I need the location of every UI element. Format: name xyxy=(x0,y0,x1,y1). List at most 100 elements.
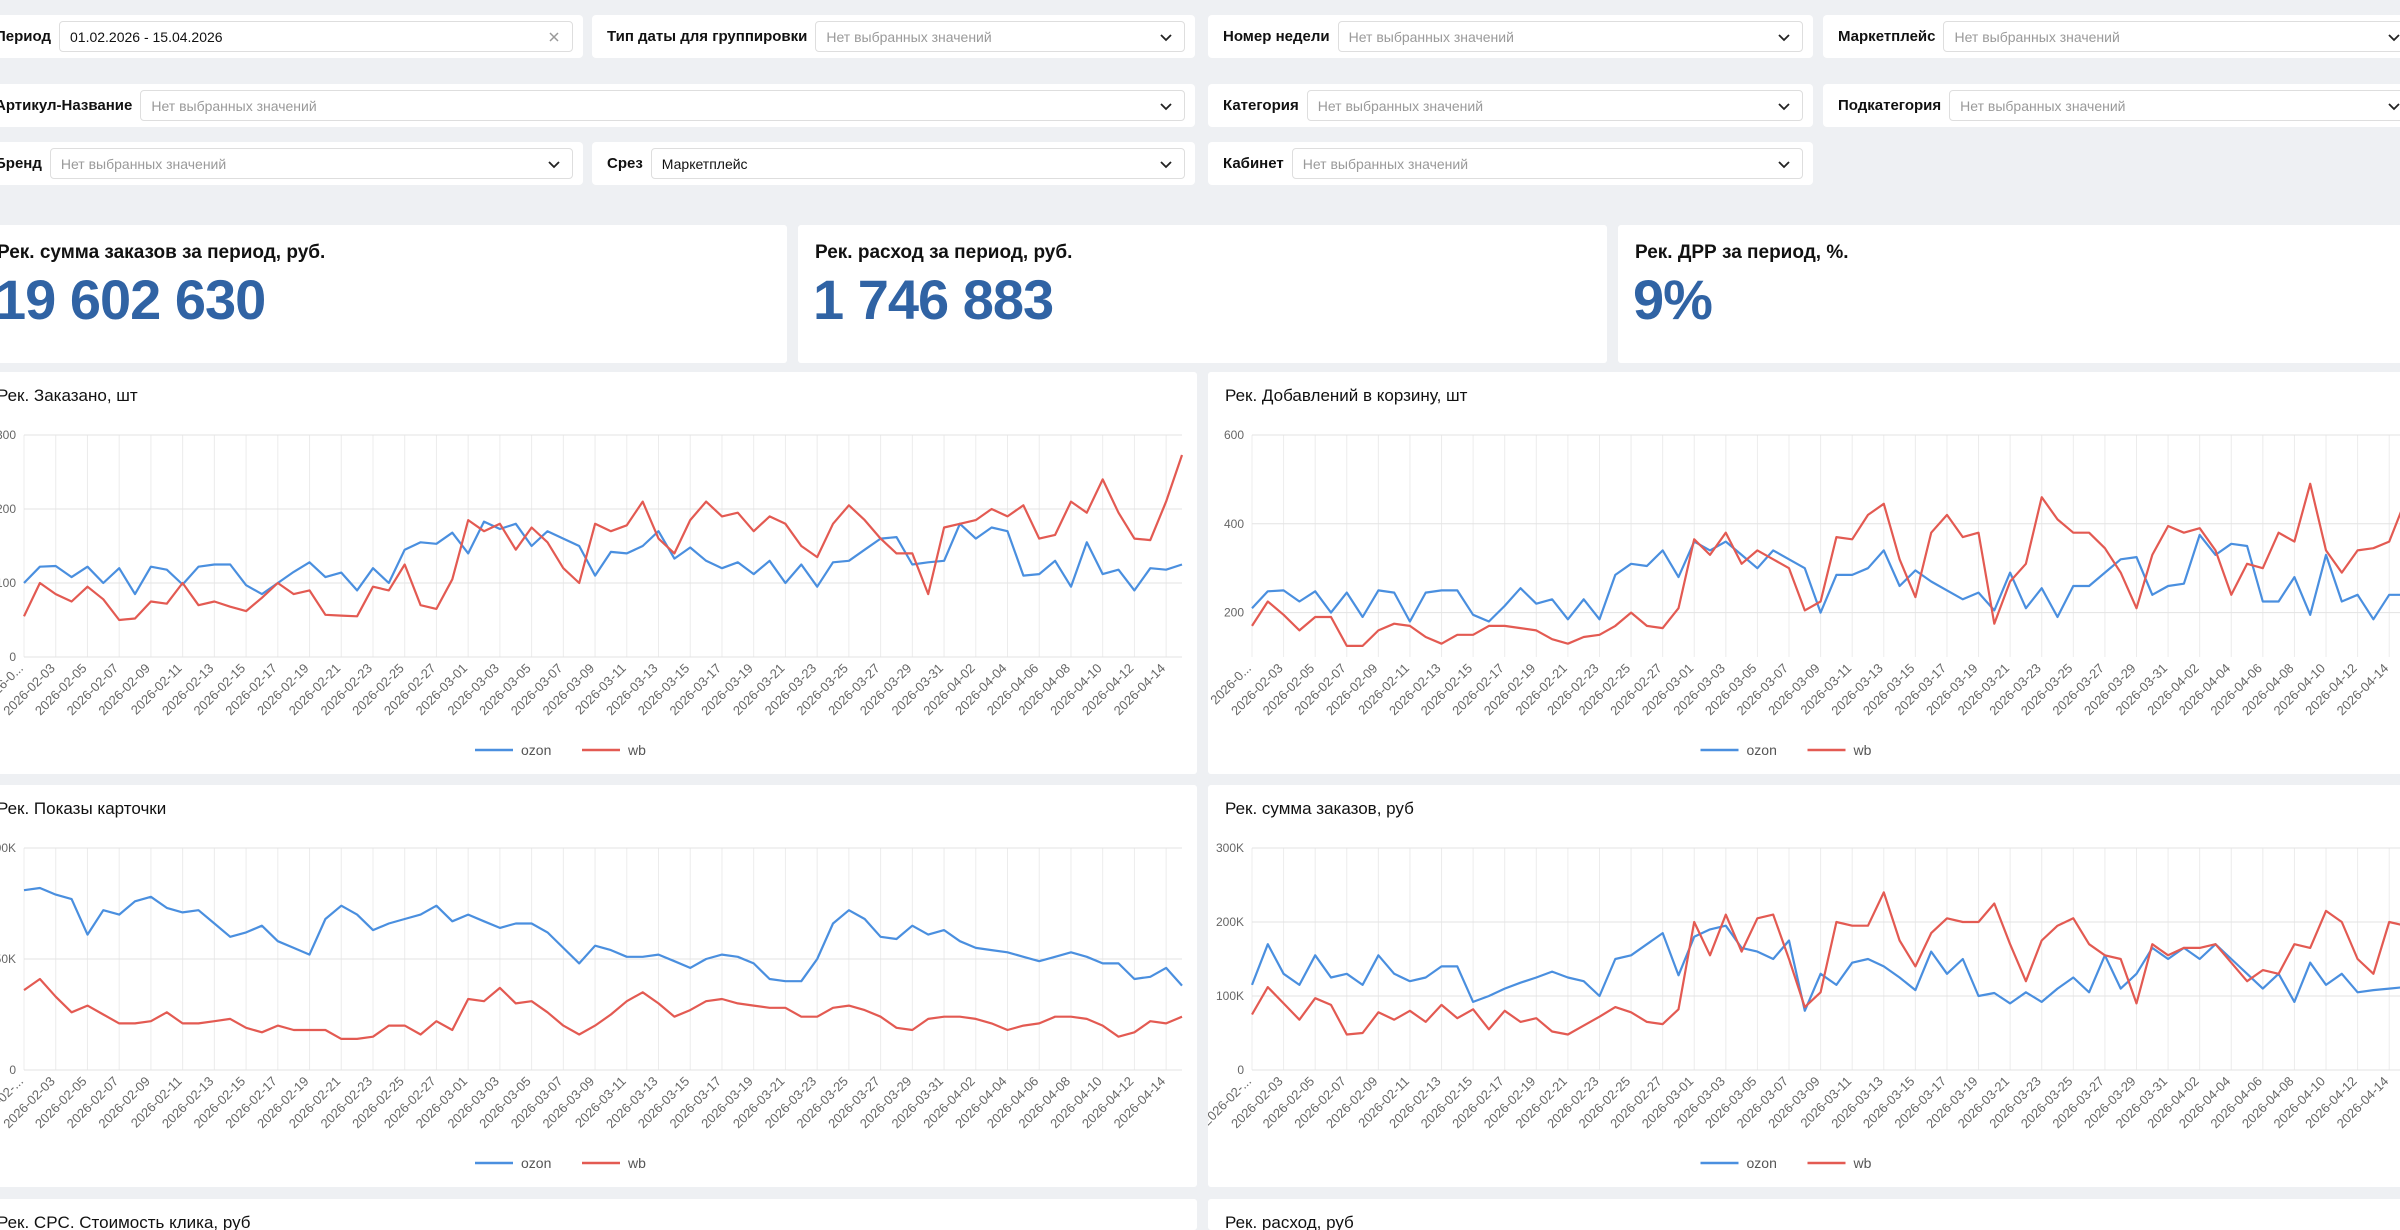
filter-label: Кабинет xyxy=(1223,155,1284,172)
kpi-value: 1 746 883 xyxy=(813,268,1054,331)
icon-shape xyxy=(1160,102,1172,110)
chevron-icon[interactable] xyxy=(1776,156,1792,172)
filter-input[interactable]: Нет выбранных значений xyxy=(1306,90,1803,121)
chevron-icon[interactable] xyxy=(1158,98,1174,114)
y-tick-label: 0 xyxy=(9,650,16,664)
chevron-icon[interactable] xyxy=(2386,98,2400,114)
filter-label: Артикул-Название xyxy=(0,97,133,114)
filter-label: Период xyxy=(0,28,51,45)
chevron-icon[interactable] xyxy=(1776,29,1792,45)
chart-card: 2026-0... 2026-02-03 2026-02-05 2026-02-07 2… xyxy=(0,372,1197,774)
filter: Категория Нет выбранных значений xyxy=(1208,84,1813,127)
filter-label: Тип даты для группировки xyxy=(607,28,808,45)
kpi-card: Рек. сумма заказов за период, руб. 19 602… xyxy=(0,225,787,363)
filter: Артикул-Название Нет выбранных значений xyxy=(0,84,1195,127)
y-tick-label: 300 xyxy=(0,428,16,442)
icon-shape xyxy=(549,31,559,42)
kpi-title: Рек. расход за период, руб. xyxy=(815,242,1073,263)
filter-input[interactable]: 01.02.2026 - 15.04.2026 xyxy=(59,21,573,52)
y-tick-label: 50K xyxy=(0,952,16,966)
filter: Тип даты для группировки Нет выбранных зн… xyxy=(592,15,1195,58)
filter-placeholder: Нет выбранных значений xyxy=(151,97,317,114)
filter-label: Маркетплейс xyxy=(1838,28,1936,45)
legend-item[interactable]: wb xyxy=(1807,742,1872,758)
y-tick-label: 100K xyxy=(0,841,16,855)
chevron-icon[interactable] xyxy=(2386,29,2400,45)
kpi-value: 9% xyxy=(1633,268,1713,331)
chevron-icon[interactable] xyxy=(1776,98,1792,114)
filter-placeholder: Нет выбранных значений xyxy=(826,28,992,45)
series-line xyxy=(23,886,1183,987)
legend-label: ozon xyxy=(521,742,551,758)
legend-item[interactable]: wb xyxy=(1807,1155,1872,1171)
y-tick-label: 400 xyxy=(1224,517,1244,531)
legend-item[interactable]: ozon xyxy=(475,742,551,758)
chart-card: Рек. CPC. Стоимость клика, руб xyxy=(0,1199,1197,1230)
chart-title: Рек. Заказано, шт xyxy=(0,386,138,405)
chevron-icon[interactable] xyxy=(1158,29,1174,45)
y-tick-label: 200K xyxy=(1216,915,1244,929)
series-line xyxy=(23,520,1183,596)
filter-input[interactable]: Нет выбранных значений xyxy=(49,148,573,179)
legend-label: ozon xyxy=(521,1155,551,1171)
legend-item[interactable]: wb xyxy=(582,742,646,758)
icon-shape xyxy=(1160,160,1172,168)
filter-placeholder: Нет выбранных значений xyxy=(60,155,227,172)
chart-title: Рек. Добавлений в корзину, шт xyxy=(1225,386,1468,405)
chart: 2026-0...2026-02-032026-02-052026-02-072… xyxy=(1208,428,2400,758)
chart-title: Рек. сумма заказов, руб xyxy=(1225,799,1414,818)
legend-label: wb xyxy=(627,742,646,758)
chart: 2026-02-...2026-02-032026-02-052026-02-0… xyxy=(0,841,1183,1171)
series-line xyxy=(1251,482,2400,647)
filter: Срез Маркетплейс xyxy=(592,142,1195,185)
clear-icon[interactable] xyxy=(546,29,562,45)
filter-input[interactable]: Нет выбранных значений xyxy=(1337,21,1803,52)
chevron-icon[interactable] xyxy=(1158,156,1174,172)
kpi-card: Рек. расход за период, руб. 1 746 883 xyxy=(798,225,1607,363)
filter-placeholder: Нет выбранных значений xyxy=(1302,155,1469,172)
kpi-title: Рек. ДРР за период, %. xyxy=(1635,242,1849,263)
icon-shape xyxy=(1778,160,1790,168)
filter: Бренд Нет выбранных значений xyxy=(0,142,583,185)
filter: Номер недели Нет выбранных значений xyxy=(1208,15,1813,58)
legend-item[interactable]: wb xyxy=(582,1155,646,1171)
filter-input[interactable]: Нет выбранных значений xyxy=(1943,21,2400,52)
legend-item[interactable]: ozon xyxy=(475,1155,551,1171)
icon-shape xyxy=(1160,33,1172,41)
filter-placeholder: Нет выбранных значений xyxy=(1960,97,2126,114)
y-tick-label: 300K xyxy=(1216,841,1244,855)
filter-input[interactable]: Нет выбранных значений xyxy=(1949,90,2400,121)
filter-value: 01.02.2026 - 15.04.2026 xyxy=(70,28,223,45)
legend-item[interactable]: ozon xyxy=(1700,1155,1777,1171)
icon-shape xyxy=(1778,33,1790,41)
filter-label: Бренд xyxy=(0,155,42,172)
chart-card: 2026-0... 2026-02-03 2026-02-05 2026-02-07 2… xyxy=(1208,372,2400,774)
filter-label: Подкатегория xyxy=(1838,97,1942,114)
series-line xyxy=(23,977,1183,1040)
chart-card: 2026-02-... 2026-02-03 2026-02-05 2026-02-0… xyxy=(1208,785,2400,1187)
filter-input[interactable]: Нет выбранных значений xyxy=(1291,148,1803,179)
y-tick-label: 200 xyxy=(0,502,16,516)
legend-item[interactable]: ozon xyxy=(1700,742,1777,758)
chart-title: Рек. CPC. Стоимость клика, руб xyxy=(0,1213,251,1230)
icon-shape xyxy=(548,160,560,168)
filter: Маркетплейс Нет выбранных значений xyxy=(1823,15,2400,58)
filter-placeholder: Нет выбранных значений xyxy=(1348,28,1514,45)
filter-input[interactable]: Маркетплейс xyxy=(650,148,1185,179)
chevron-icon[interactable] xyxy=(546,156,562,172)
icon-shape xyxy=(2388,102,2400,110)
filter: Период 01.02.2026 - 15.04.2026 xyxy=(0,15,583,58)
legend-label: wb xyxy=(627,1155,646,1171)
filter-placeholder: Нет выбранных значений xyxy=(1317,97,1484,114)
y-tick-label: 200 xyxy=(1224,606,1244,620)
kpi-title: Рек. сумма заказов за период, руб. xyxy=(0,242,326,263)
filter-label: Категория xyxy=(1223,97,1299,114)
filter: Подкатегория Нет выбранных значений xyxy=(1823,84,2400,127)
filter-placeholder: Нет выбранных значений xyxy=(1954,28,2120,45)
filter-input[interactable]: Нет выбранных значений xyxy=(140,90,1185,121)
y-tick-label: 600 xyxy=(1224,428,1244,442)
filter-input[interactable]: Нет выбранных значений xyxy=(815,21,1185,52)
